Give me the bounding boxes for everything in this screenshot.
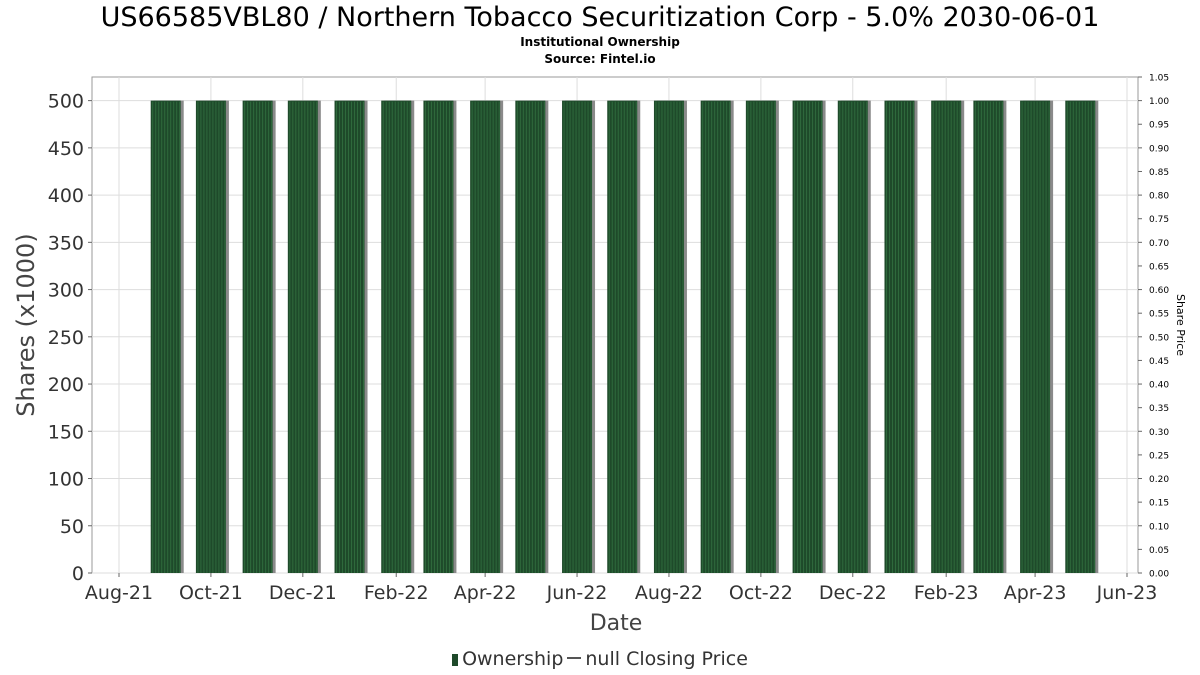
x-tick-label: Dec-22 bbox=[819, 582, 887, 604]
y2-tick-label: 0.15 bbox=[1149, 499, 1169, 509]
y2-tick-label: 0.60 bbox=[1149, 286, 1169, 296]
y2-tick-label: 0.20 bbox=[1149, 475, 1169, 485]
y2-tick-label: 0.95 bbox=[1149, 121, 1169, 131]
y2-axis-label: Share Price bbox=[1174, 294, 1187, 356]
y2-tick-label: 0.25 bbox=[1149, 451, 1169, 461]
y2-tick-label: 0.70 bbox=[1149, 239, 1169, 249]
y2-tick-label: 1.00 bbox=[1149, 97, 1169, 107]
y2-tick-label: 0.45 bbox=[1149, 357, 1169, 367]
y2-tick-label: 0.90 bbox=[1149, 144, 1169, 154]
y2-tick-label: 0.50 bbox=[1149, 333, 1169, 343]
x-tick-label: Oct-21 bbox=[179, 582, 243, 604]
y2-tick-label: 0.30 bbox=[1149, 428, 1169, 438]
x-tick-label: Jun-23 bbox=[1096, 582, 1158, 604]
chart-subtitle: Institutional Ownership bbox=[520, 35, 680, 49]
y-tick-label: 300 bbox=[48, 280, 84, 302]
y2-tick-label: 0.65 bbox=[1149, 262, 1169, 272]
x-tick-label: Feb-23 bbox=[914, 582, 979, 604]
x-tick-label: Oct-22 bbox=[729, 582, 793, 604]
x-axis-label: Date bbox=[590, 611, 643, 636]
legend-ownership: Ownership bbox=[462, 648, 564, 670]
y-tick-label: 350 bbox=[48, 232, 84, 254]
y-tick-label: 200 bbox=[48, 374, 84, 396]
y-tick-label: 0 bbox=[72, 563, 84, 585]
y2-tick-label: 0.85 bbox=[1149, 168, 1169, 178]
y-tick-label: 50 bbox=[60, 516, 84, 538]
y2-tick-label: 1.05 bbox=[1149, 74, 1169, 84]
y-tick-label: 450 bbox=[48, 138, 84, 160]
y2-tick-label: 0.80 bbox=[1149, 192, 1169, 202]
y2-tick-label: 0.00 bbox=[1149, 570, 1169, 580]
y-axis-label: Shares (x1000) bbox=[12, 233, 40, 416]
y-tick-label: 150 bbox=[48, 421, 84, 443]
y-axis: 0 50 100 150 200 250 300 350 400 450 500 bbox=[48, 91, 92, 585]
x-tick-label: Aug-21 bbox=[85, 582, 153, 604]
x-tick-label: Dec-21 bbox=[269, 582, 337, 604]
y2-tick-label: 0.05 bbox=[1149, 546, 1169, 556]
y-tick-label: 400 bbox=[48, 185, 84, 207]
y2-tick-label: 0.75 bbox=[1149, 215, 1169, 225]
y-tick-label: 100 bbox=[48, 469, 84, 491]
y2-tick-label: 0.35 bbox=[1149, 404, 1169, 414]
y2-tick-label: 0.40 bbox=[1149, 381, 1169, 391]
x-tick-label: Jun-22 bbox=[546, 582, 608, 604]
chart-title: US66585VBL80 / Northern Tobacco Securiti… bbox=[100, 2, 1100, 33]
legend: Ownership null Closing Price bbox=[0, 648, 1200, 670]
y-tick-label: 250 bbox=[48, 327, 84, 349]
bar-series bbox=[150, 100, 1099, 573]
legend-price: null Closing Price bbox=[585, 648, 748, 670]
bar bbox=[1020, 100, 1051, 573]
x-tick-label: Feb-22 bbox=[364, 582, 429, 604]
x-axis: Aug-21 Oct-21 Dec-21 Feb-22 Apr-22 Jun-22 Aug-… bbox=[85, 573, 1157, 604]
chart-source: Source: Fintel.io bbox=[544, 52, 656, 66]
x-tick-label: Apr-22 bbox=[454, 582, 517, 604]
y2-tick-label: 0.10 bbox=[1149, 522, 1169, 532]
x-tick-label: Apr-23 bbox=[1004, 582, 1067, 604]
price-line-icon bbox=[567, 657, 582, 659]
y2-axis: 0.00 0.05 0.10 0.15 0.20 0.25 0.30 0.35 0.40 0.45… bbox=[1138, 74, 1169, 580]
x-tick-label: Aug-22 bbox=[635, 582, 703, 604]
ownership-swatch-icon bbox=[452, 654, 459, 666]
y2-tick-label: 0.55 bbox=[1149, 310, 1169, 320]
y-tick-label: 500 bbox=[48, 91, 84, 113]
